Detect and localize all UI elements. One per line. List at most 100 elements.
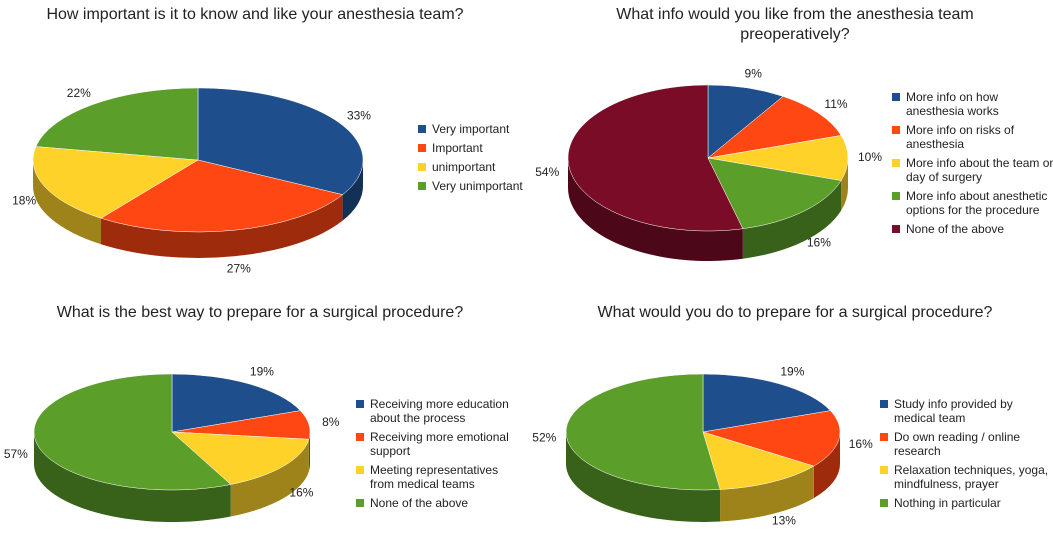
pie-slice (702, 410, 841, 467)
data-label: 19% (250, 365, 274, 379)
data-label: 11% (824, 97, 847, 111)
pie-slice (33, 373, 232, 491)
data-label: 16% (289, 485, 313, 499)
legend-label: More info about the team on day of surge… (906, 156, 1053, 184)
data-label: 27% (227, 261, 251, 275)
legend-swatch (880, 499, 888, 507)
legend-label: None of the above (370, 496, 469, 510)
data-label: 57% (4, 447, 28, 461)
data-label: 18% (12, 193, 36, 207)
legend-item: None of the above (356, 496, 516, 510)
legend: Very important Important unimportant Very u… (418, 122, 543, 198)
data-label: 8% (322, 415, 340, 429)
chart-title: What is the best way to prepare for a su… (56, 304, 464, 321)
pie-slice (565, 373, 721, 491)
pie-slice (197, 87, 364, 195)
slice-side (720, 466, 814, 522)
legend-label: More info on risks of anesthesia (906, 123, 1015, 151)
legend-swatch (892, 225, 900, 233)
chart-title: What info would you like from the anesth… (616, 6, 974, 43)
legend-label: Receiving more emotional support (370, 430, 509, 458)
legend-item: Important (418, 141, 543, 155)
slice-side (342, 160, 363, 221)
slice-side (568, 158, 743, 261)
legend-swatch (418, 125, 426, 133)
legend-item: Study info provided by medical team (880, 397, 1050, 425)
pie-slice (35, 87, 199, 161)
data-label: 19% (780, 365, 804, 379)
legend-item: Nothing in particular (880, 496, 1050, 510)
legend-item: None of the above (892, 222, 1053, 236)
legend: More info on how anesthesia works More in… (892, 90, 1053, 241)
data-label: 13% (772, 514, 796, 528)
slice-side (742, 180, 842, 259)
slice-side (813, 432, 840, 499)
legend-swatch (880, 400, 888, 408)
legend-item: Receiving more education about the proce… (356, 397, 516, 425)
data-label: 10% (858, 150, 882, 164)
pie-slice (707, 157, 842, 229)
legend-label: None of the above (906, 222, 1005, 236)
slice-side (566, 432, 721, 522)
data-label: 33% (347, 108, 371, 122)
pie-slice (702, 431, 815, 490)
legend-item: More info about anesthetic options for t… (892, 189, 1053, 217)
legend-swatch (418, 182, 426, 190)
legend-label: Very important (432, 122, 510, 136)
legend-item: Receiving more emotional support (356, 430, 516, 458)
pie-slice (32, 146, 199, 219)
legend-item: More info on how anesthesia works (892, 90, 1053, 118)
data-label: 22% (67, 86, 91, 100)
legend-item: Meeting representatives from medical tea… (356, 463, 516, 491)
slice-side (308, 432, 310, 472)
legend-label: Very unimportant (432, 179, 523, 193)
legend-swatch (892, 93, 900, 101)
legend-label: Do own reading / online research (894, 430, 1021, 458)
slice-side (34, 432, 231, 522)
legend-item: Very important (418, 122, 543, 136)
legend-swatch (880, 466, 888, 474)
legend-swatch (892, 192, 900, 200)
legend-item: Very unimportant (418, 179, 543, 193)
pie-slice (567, 84, 744, 232)
legend-label: Receiving more education about the proce… (370, 397, 509, 425)
legend-label: More info on how anesthesia works (906, 90, 999, 118)
legend-label: Study info provided by medical team (894, 397, 1013, 425)
data-label: 54% (535, 165, 559, 179)
legend-swatch (418, 163, 426, 171)
legend: Receiving more education about the proce… (356, 397, 516, 515)
legend-swatch (356, 499, 364, 507)
legend-swatch (418, 144, 426, 152)
legend-label: Nothing in particular (894, 496, 1001, 510)
legend-item: More info on risks of anesthesia (892, 123, 1053, 151)
legend-label: More info about anesthetic options for t… (906, 189, 1048, 217)
pie-slice (702, 373, 831, 433)
legend-label: Relaxation techniques, yoga, mindfulness… (894, 463, 1049, 491)
legend-swatch (892, 159, 900, 167)
pie-slice (707, 84, 784, 159)
legend-swatch (356, 400, 364, 408)
legend-item: unimportant (418, 160, 543, 174)
chart-title: What would you do to prepare for a surgi… (597, 304, 993, 321)
legend-item: Relaxation techniques, yoga, mindfulness… (880, 463, 1050, 491)
legend-swatch (880, 433, 888, 441)
data-label: 16% (807, 235, 831, 249)
chart-title: How important is it to know and like you… (46, 6, 464, 23)
slice-side (230, 439, 309, 517)
legend-label: Important (432, 141, 483, 155)
slice-side (101, 194, 343, 258)
legend-swatch (356, 433, 364, 441)
pie-slice (171, 373, 301, 433)
legend-label: Meeting representatives from medical tea… (370, 463, 499, 491)
legend-item: More info about the team on day of surge… (892, 156, 1053, 184)
data-label: 16% (849, 437, 873, 451)
legend-swatch (892, 126, 900, 134)
pie-slice (171, 431, 310, 485)
legend-item: Do own reading / online research (880, 430, 1050, 458)
pie-slice (100, 159, 344, 233)
legend: Study info provided by medical team Do ow… (880, 397, 1050, 515)
data-label: 52% (532, 431, 556, 445)
pie-slice (707, 96, 842, 159)
